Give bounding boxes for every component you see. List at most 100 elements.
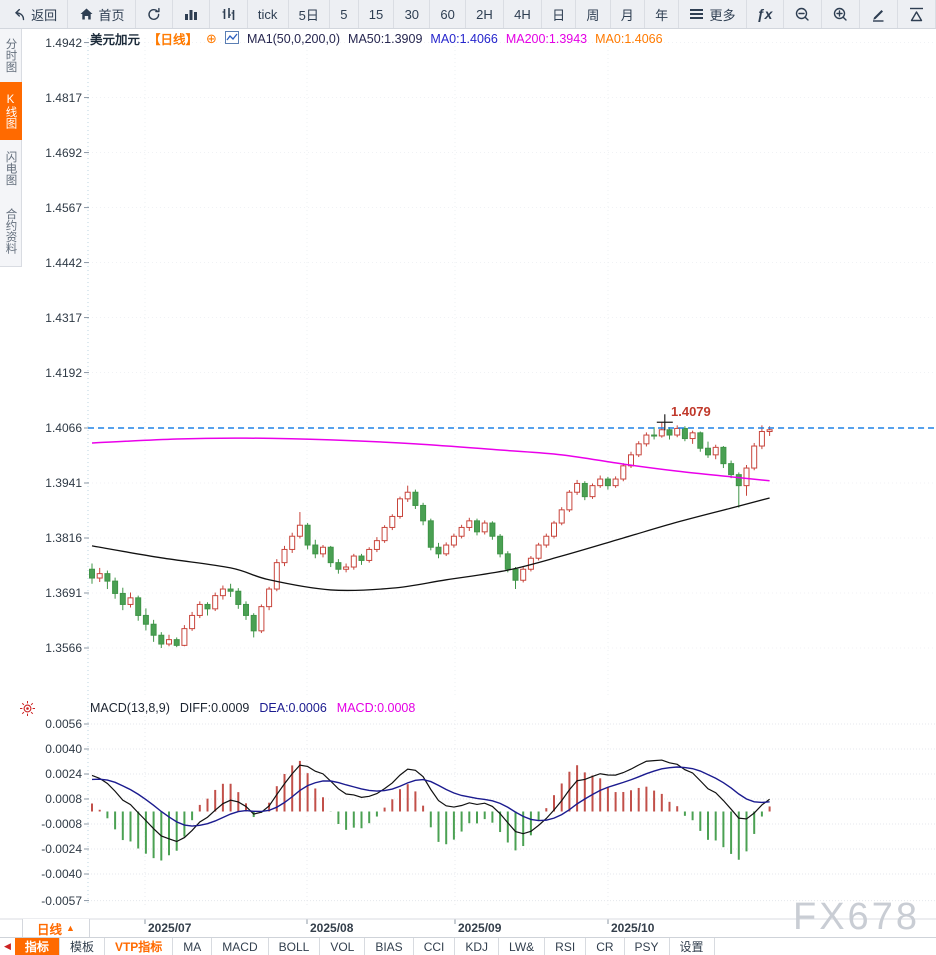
sidebar-item-contract-info[interactable]: 合约资料 [0, 196, 22, 267]
candle [720, 446, 727, 465]
period-2h[interactable]: 2H [466, 0, 504, 28]
candle [312, 544, 319, 555]
period-5[interactable]: 5 [330, 0, 359, 28]
tab-模板[interactable]: 模板 [60, 938, 105, 955]
candle [89, 568, 95, 579]
candle [366, 548, 373, 561]
x-axis-label: 2025/10 [611, 921, 655, 935]
indicator-button[interactable] [210, 0, 248, 28]
candle [689, 432, 696, 440]
refresh-button[interactable] [136, 0, 174, 28]
candle [443, 544, 450, 555]
price-axis-label: 1.4692 [45, 145, 82, 160]
add-indicator-icon[interactable]: ⊕ [206, 31, 217, 46]
period-4h[interactable]: 4H [504, 0, 542, 28]
tab-macd[interactable]: MACD [212, 938, 269, 955]
macd-settings-icon[interactable] [19, 700, 36, 722]
zoom-in-button[interactable] [822, 0, 861, 28]
tab-cr[interactable]: CR [586, 938, 625, 955]
ma-settings: MA1(50,0,200,0) [246, 31, 341, 46]
x-axis-label: 2025/09 [458, 921, 502, 935]
candle [166, 639, 172, 645]
candle [612, 478, 619, 487]
back-button[interactable]: 返回 [0, 0, 69, 28]
candle [766, 429, 773, 433]
candle [743, 467, 750, 487]
tab-bias[interactable]: BIAS [365, 938, 414, 955]
home-button[interactable]: 首页 [68, 0, 136, 28]
candle [219, 588, 226, 597]
shapes-button[interactable] [898, 0, 936, 28]
tab-设置[interactable]: 设置 [670, 938, 715, 955]
candle [427, 520, 434, 548]
price-axis-label: 1.3941 [45, 476, 82, 490]
period-selector-label: 日线 [37, 922, 63, 937]
sidebar-item-kline[interactable]: K线图 [0, 82, 22, 141]
sidebar-item-lightning[interactable]: 闪电图 [0, 140, 22, 197]
price-axis-label: 1.4066 [45, 421, 82, 435]
period-month[interactable]: 月 [611, 0, 645, 28]
tab-boll[interactable]: BOLL [269, 938, 321, 955]
period-tick[interactable]: tick [248, 0, 289, 28]
scroll-left-icon[interactable]: ◀ [4, 941, 11, 951]
tab-指标[interactable]: 指标 [14, 938, 60, 955]
candle [112, 580, 119, 594]
candle [681, 427, 688, 440]
macd-axis-label: 0.0040 [45, 742, 82, 756]
tab-kdj[interactable]: KDJ [455, 938, 500, 955]
ma0-blue-value: MA0:1.4066 [430, 31, 498, 46]
period-week[interactable]: 周 [576, 0, 611, 28]
macd-params: MACD(13,8,9) [90, 701, 170, 715]
period-60-label: 60 [440, 6, 455, 22]
candle [705, 447, 711, 456]
candle [250, 614, 257, 632]
candle [327, 546, 334, 564]
candle [674, 427, 681, 436]
period-2h-label: 2H [476, 6, 493, 22]
macd-dif-line [91, 759, 770, 843]
tab-ma[interactable]: MA [173, 938, 213, 955]
more-button[interactable]: 更多 [679, 0, 747, 28]
candle [150, 623, 157, 636]
candle [381, 526, 388, 542]
period-selector[interactable]: 日线 ▲ [22, 919, 90, 937]
bar-chart-button[interactable] [173, 0, 211, 28]
period-day[interactable]: 日 [542, 0, 577, 28]
candle [435, 546, 442, 555]
macd-header: MACD(13,8,9) DIFF:0.0009 DEA:0.0006 MACD… [90, 701, 415, 715]
symbol-name: 美元加元 [90, 33, 141, 47]
period-15[interactable]: 15 [359, 0, 395, 28]
fx-button[interactable]: ƒx [747, 0, 784, 28]
period-year[interactable]: 年 [645, 0, 680, 28]
price-axis-label: 1.3816 [45, 531, 82, 545]
candle [227, 588, 234, 592]
candle [535, 544, 542, 559]
tab-psy[interactable]: PSY [625, 938, 670, 955]
candle [104, 573, 111, 582]
candle [520, 568, 527, 581]
candle [635, 443, 642, 456]
draw-button[interactable] [860, 0, 898, 28]
candle [728, 463, 735, 476]
candle [420, 504, 427, 522]
zoom-out-button[interactable] [784, 0, 822, 28]
tab-cci[interactable]: CCI [414, 938, 456, 955]
candle [412, 491, 419, 506]
candle [281, 548, 288, 564]
x-axis-label: 2025/07 [148, 921, 192, 935]
candle [266, 588, 273, 608]
period-week-label: 周 [586, 7, 600, 23]
price-axis-label: 1.4442 [45, 255, 82, 270]
tab-vtp指标[interactable]: VTP指标 [105, 938, 174, 955]
period-day-label: 日 [552, 7, 566, 23]
period-5d[interactable]: 5日 [289, 0, 331, 28]
candle [758, 431, 765, 447]
period-60[interactable]: 60 [430, 0, 467, 28]
candle [212, 595, 219, 610]
tab-lw&[interactable]: LW& [499, 938, 546, 955]
tab-vol[interactable]: VOL [320, 938, 366, 955]
tab-rsi[interactable]: RSI [545, 938, 587, 955]
period-30[interactable]: 30 [394, 0, 431, 28]
sidebar-item-timeshare[interactable]: 分时图 [0, 28, 22, 83]
